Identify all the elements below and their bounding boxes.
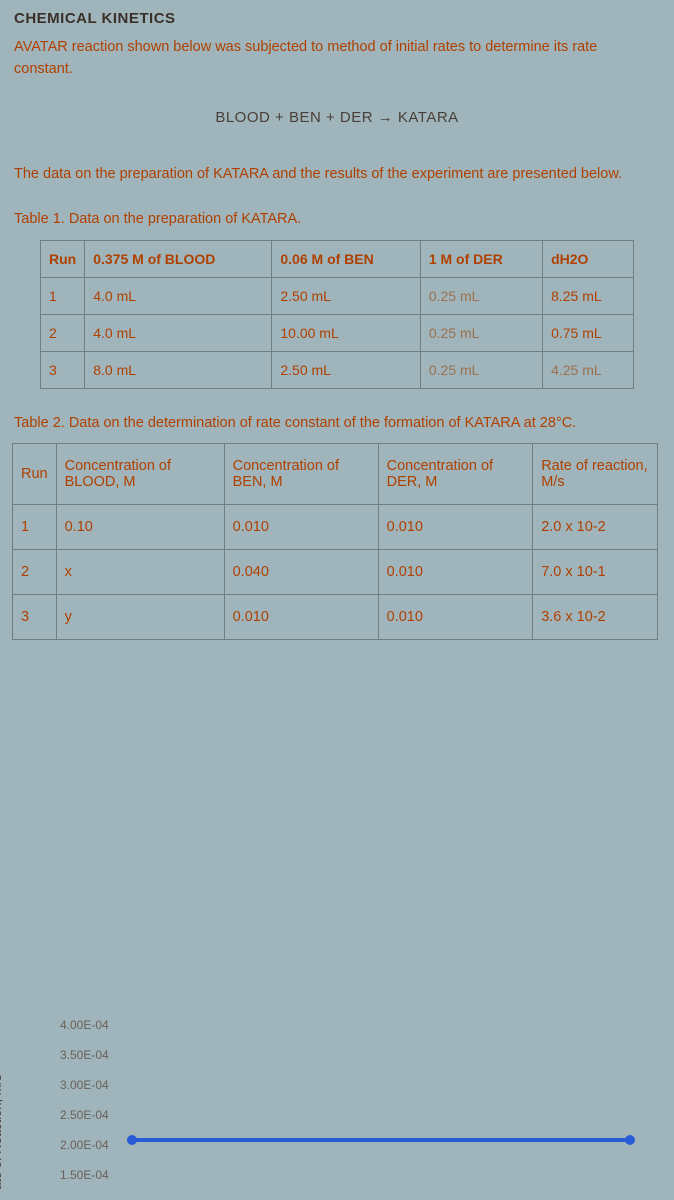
description-paragraph: The data on the preparation of KATARA an… — [14, 164, 660, 186]
table1-cell: 4.0 mL — [85, 314, 272, 351]
table1-cell: 10.00 mL — [272, 314, 420, 351]
rate-chart: ate of Reaction, M/s 4.00E-04 3.50E-04 3.0… — [0, 1010, 674, 1200]
table2-cell: 0.010 — [224, 504, 378, 549]
chart-y-tick: 2.00E-04 — [60, 1138, 109, 1152]
chart-y-tick: 1.50E-04 — [60, 1168, 109, 1182]
table2-header: Concentration of BLOOD, M — [56, 443, 224, 504]
chart-point — [625, 1135, 635, 1145]
chart-y-tick: 4.00E-04 — [60, 1018, 109, 1032]
table2-header: Concentration of BEN, M — [224, 443, 378, 504]
table1-header: dH2O — [543, 240, 634, 277]
table-row: 3 y 0.010 0.010 3.6 x 10-2 — [13, 594, 658, 639]
table1-caption: Table 1. Data on the preparation of KATA… — [14, 209, 660, 229]
table-row: 1 0.10 0.010 0.010 2.0 x 10-2 — [13, 504, 658, 549]
table2-cell: 3.6 x 10-2 — [533, 594, 658, 639]
chart-y-tick: 3.50E-04 — [60, 1048, 109, 1062]
table1-header: 0.06 M of BEN — [272, 240, 420, 277]
table2-cell: 1 — [13, 504, 57, 549]
table1-cell: 4.25 mL — [543, 351, 634, 388]
intro-paragraph: AVATAR reaction shown below was subjecte… — [14, 37, 660, 81]
page-title: CHEMICAL KINETICS — [14, 10, 660, 27]
reaction-equation: BLOOD + BEN + DER → KATARA — [14, 109, 660, 126]
table2-cell: 0.040 — [224, 549, 378, 594]
chart-line — [130, 1138, 630, 1142]
table2-cell: 2.0 x 10-2 — [533, 504, 658, 549]
table1-cell: 0.75 mL — [543, 314, 634, 351]
table1-cell: 0.25 mL — [420, 351, 542, 388]
chart-y-axis-label: ate of Reaction, M/s — [0, 1074, 4, 1190]
table2-cell: 3 — [13, 594, 57, 639]
table1-header: 1 M of DER — [420, 240, 542, 277]
table2-header: Concentration of DER, M — [378, 443, 533, 504]
table2-cell: 0.010 — [378, 594, 533, 639]
table1-cell: 3 — [41, 351, 85, 388]
table2-cell: 2 — [13, 549, 57, 594]
table-header-row: Run Concentration of BLOOD, M Concentrat… — [13, 443, 658, 504]
table2-header: Run — [13, 443, 57, 504]
table2-cell: y — [56, 594, 224, 639]
table1-cell: 8.25 mL — [543, 277, 634, 314]
table1-cell: 4.0 mL — [85, 277, 272, 314]
table1-cell: 2.50 mL — [272, 351, 420, 388]
chart-y-tick: 2.50E-04 — [60, 1108, 109, 1122]
table2-header: Rate of reaction, M/s — [533, 443, 658, 504]
table2-cell: 0.010 — [378, 504, 533, 549]
table-row: 1 4.0 mL 2.50 mL 0.25 mL 8.25 mL — [41, 277, 634, 314]
table1-cell: 2 — [41, 314, 85, 351]
table-row: 3 8.0 mL 2.50 mL 0.25 mL 4.25 mL — [41, 351, 634, 388]
chart-y-tick: 3.00E-04 — [60, 1078, 109, 1092]
table2-cell: 0.010 — [378, 549, 533, 594]
table2-cell: x — [56, 549, 224, 594]
table1: Run 0.375 M of BLOOD 0.06 M of BEN 1 M o… — [40, 240, 634, 389]
table-row: 2 x 0.040 0.010 7.0 x 10-1 — [13, 549, 658, 594]
table2-cell: 0.10 — [56, 504, 224, 549]
table1-header: 0.375 M of BLOOD — [85, 240, 272, 277]
table1-header: Run — [41, 240, 85, 277]
table2-cell: 7.0 x 10-1 — [533, 549, 658, 594]
table1-cell: 0.25 mL — [420, 314, 542, 351]
table2-caption: Table 2. Data on the determination of ra… — [14, 413, 660, 433]
table1-cell: 0.25 mL — [420, 277, 542, 314]
table1-cell: 8.0 mL — [85, 351, 272, 388]
chart-point — [127, 1135, 137, 1145]
table1-cell: 1 — [41, 277, 85, 314]
table-header-row: Run 0.375 M of BLOOD 0.06 M of BEN 1 M o… — [41, 240, 634, 277]
table2: Run Concentration of BLOOD, M Concentrat… — [12, 443, 658, 640]
table2-cell: 0.010 — [224, 594, 378, 639]
table1-cell: 2.50 mL — [272, 277, 420, 314]
table-row: 2 4.0 mL 10.00 mL 0.25 mL 0.75 mL — [41, 314, 634, 351]
